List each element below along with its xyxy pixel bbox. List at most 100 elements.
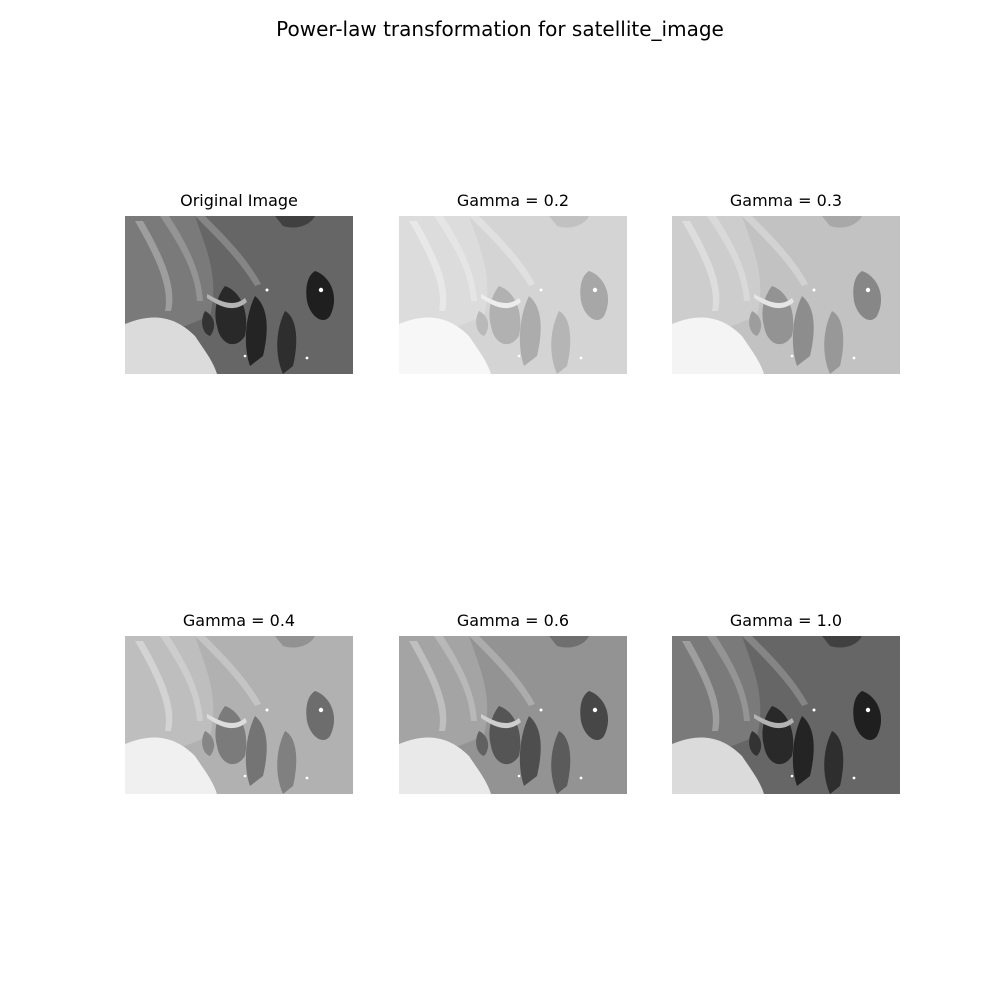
panel-gamma-0-3: Gamma = 0.3 [672, 191, 900, 374]
panel-gamma-0-2: Gamma = 0.2 [399, 191, 627, 374]
scene-region-8 [277, 731, 297, 794]
figure-title: Power-law transformation for satellite_i… [276, 17, 724, 41]
scene-region-15 [579, 776, 583, 780]
scene-region-10 [476, 311, 489, 336]
satellite-image [125, 636, 353, 794]
scene-region-4 [742, 216, 808, 286]
scene-region-12 [207, 714, 247, 729]
scene-region-14 [539, 288, 543, 292]
scene-region-12 [481, 294, 521, 309]
scene-region-13 [865, 707, 871, 713]
scene-region-13 [318, 287, 324, 293]
scene-region-6 [762, 706, 794, 765]
scene-region-10 [749, 731, 762, 756]
scene-region-12 [207, 294, 247, 309]
scene-region-12 [754, 294, 794, 309]
scene-region-7 [245, 716, 267, 786]
scene-region-1 [125, 216, 214, 336]
scene-region-3 [707, 216, 750, 301]
panel-original: Original Image [125, 191, 353, 374]
scene-region-10 [202, 311, 215, 336]
panel-title: Gamma = 0.3 [729, 191, 843, 210]
satellite-scene [672, 216, 900, 374]
panel-title: Gamma = 0.2 [456, 191, 570, 210]
satellite-scene [399, 636, 627, 794]
scene-region-9 [580, 271, 609, 321]
scene-region-4 [195, 636, 261, 706]
scene-region-14 [539, 708, 543, 712]
scene-region-9 [853, 691, 882, 741]
scene-region-15 [579, 356, 583, 360]
scene-region-1 [125, 636, 214, 756]
panel-title: Original Image [180, 191, 298, 210]
scene-region-13 [318, 707, 324, 713]
scene-region-2 [682, 221, 720, 311]
scene-region-1 [399, 216, 488, 336]
scene-region-14 [265, 288, 269, 292]
scene-region-11 [399, 737, 491, 794]
scene-region-16 [243, 774, 247, 778]
scene-region-1 [672, 216, 761, 336]
scene-region-11 [672, 737, 764, 794]
scene-region-10 [749, 311, 762, 336]
scene-region-15 [852, 776, 856, 780]
scene-region-9 [306, 691, 335, 741]
scene-region-6 [215, 286, 247, 345]
scene-region-3 [160, 216, 203, 301]
scene-region-2 [135, 641, 173, 731]
scene-region-5 [822, 636, 862, 648]
scene-region-2 [682, 641, 720, 731]
panel-title: Gamma = 0.6 [456, 611, 570, 630]
scene-region-8 [824, 731, 844, 794]
scene-region-4 [195, 216, 261, 286]
scene-region-10 [476, 731, 489, 756]
scene-region-16 [243, 354, 247, 358]
panel-gamma-1-0: Gamma = 1.0 [672, 611, 900, 794]
scene-region-7 [519, 716, 541, 786]
scene-region-9 [580, 691, 609, 741]
scene-region-7 [519, 296, 541, 366]
scene-region-5 [549, 216, 589, 228]
scene-region-14 [812, 708, 816, 712]
scene-region-8 [277, 311, 297, 374]
scene-region-5 [275, 636, 315, 648]
scene-region-8 [551, 731, 571, 794]
scene-region-9 [853, 271, 882, 321]
satellite-image [399, 636, 627, 794]
scene-region-4 [469, 636, 535, 706]
scene-region-2 [409, 221, 447, 311]
scene-region-8 [551, 311, 571, 374]
scene-region-8 [824, 311, 844, 374]
scene-region-4 [742, 636, 808, 706]
scene-region-2 [135, 221, 173, 311]
scene-region-13 [865, 287, 871, 293]
scene-region-12 [754, 714, 794, 729]
scene-region-16 [790, 354, 794, 358]
panel-gamma-0-6: Gamma = 0.6 [399, 611, 627, 794]
scene-region-12 [481, 714, 521, 729]
scene-region-16 [517, 354, 521, 358]
scene-region-13 [592, 707, 598, 713]
satellite-image [672, 216, 900, 374]
scene-region-13 [592, 287, 598, 293]
scene-region-14 [265, 708, 269, 712]
scene-region-7 [792, 296, 814, 366]
scene-region-5 [822, 216, 862, 228]
scene-region-6 [215, 706, 247, 765]
scene-region-7 [245, 296, 267, 366]
satellite-scene [125, 636, 353, 794]
scene-region-3 [707, 636, 750, 721]
scene-region-10 [202, 731, 215, 756]
satellite-image [672, 636, 900, 794]
scene-region-3 [434, 636, 477, 721]
scene-region-3 [160, 636, 203, 721]
scene-region-15 [305, 776, 309, 780]
scene-region-5 [549, 636, 589, 648]
scene-region-6 [489, 706, 521, 765]
scene-region-7 [792, 716, 814, 786]
scene-region-16 [790, 774, 794, 778]
scene-region-16 [517, 774, 521, 778]
scene-region-6 [489, 286, 521, 345]
scene-region-14 [812, 288, 816, 292]
scene-region-11 [672, 317, 764, 374]
